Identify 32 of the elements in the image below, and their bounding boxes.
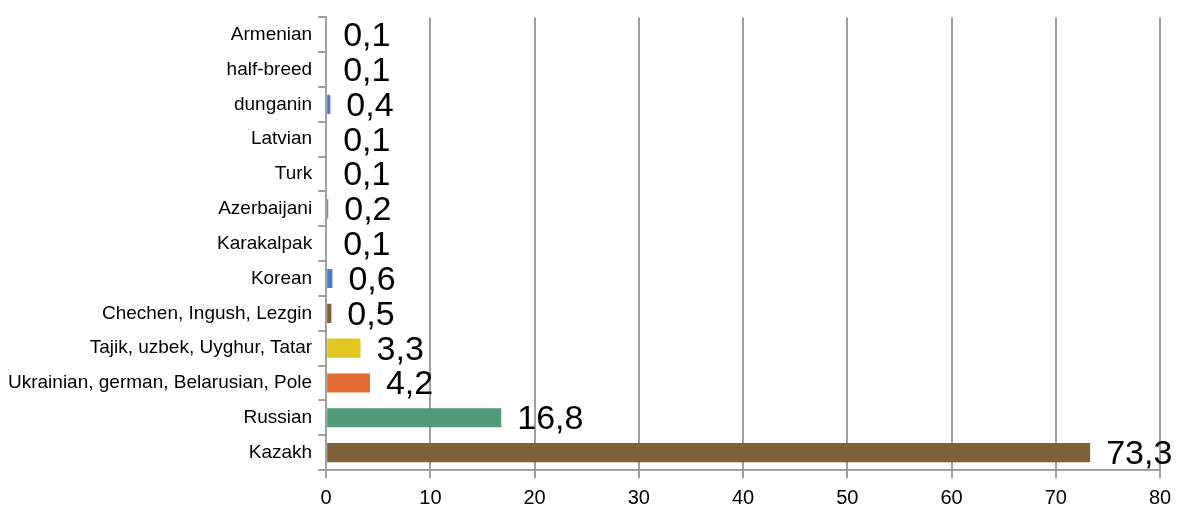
y-tick-label: Armenian bbox=[230, 23, 313, 45]
x-tick-label: 0 bbox=[320, 485, 332, 508]
bar bbox=[327, 303, 332, 323]
y-tick-label: dunganin bbox=[233, 92, 313, 114]
bar bbox=[327, 268, 333, 289]
bar bbox=[327, 338, 361, 358]
data-label: 3,3 bbox=[376, 328, 424, 367]
y-tick-label: Chechen, Ingush, Lezgin bbox=[101, 301, 313, 323]
x-tick-label: 20 bbox=[523, 485, 546, 508]
y-tick-label: Kazakh bbox=[248, 440, 313, 462]
y-tick-label: Turk bbox=[274, 162, 313, 184]
bar bbox=[327, 94, 331, 115]
data-label: 73,3 bbox=[1106, 432, 1173, 471]
y-tick-label: half-breed bbox=[226, 57, 313, 79]
bar bbox=[327, 443, 1091, 463]
y-tick-label: Karakalpak bbox=[217, 231, 313, 253]
x-tick-label: 60 bbox=[940, 485, 963, 508]
x-tick-label: 40 bbox=[731, 485, 755, 508]
y-tick-label: Latvian bbox=[250, 127, 313, 149]
bar bbox=[327, 373, 370, 393]
x-tick-label: 10 bbox=[419, 485, 442, 508]
x-tick-label: 50 bbox=[836, 485, 859, 508]
y-tick-label: Azerbaijani bbox=[218, 197, 313, 219]
data-label: 16,8 bbox=[517, 398, 584, 437]
x-tick-label: 70 bbox=[1044, 485, 1067, 508]
x-tick-label: 80 bbox=[1148, 485, 1172, 508]
bar bbox=[327, 408, 502, 428]
y-tick-label: Ukrainian, german, Belarusian, Pole bbox=[7, 371, 313, 393]
y-tick-label: Russian bbox=[243, 406, 313, 428]
y-tick-label: Korean bbox=[250, 266, 313, 288]
y-tick-label: Tajik, uzbek, Uyghur, Tatar bbox=[89, 336, 313, 358]
x-tick-label: 30 bbox=[627, 485, 650, 508]
